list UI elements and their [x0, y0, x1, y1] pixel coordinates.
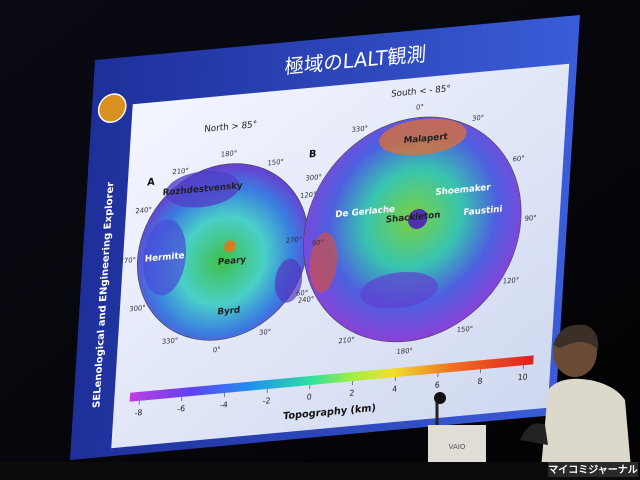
longitude-label: 210° [172, 167, 189, 177]
slide: 極域のLALT観測 SELenological and ENgineering … [70, 14, 581, 460]
laptop-brand: VAIO [449, 443, 466, 451]
terrain [408, 208, 428, 229]
watermark: マイコミジャーナル [548, 464, 638, 476]
logo [97, 93, 127, 123]
longitude-label: 120° [503, 276, 520, 286]
colorbar-tick-label: -6 [177, 404, 185, 414]
presenter-hair [553, 324, 599, 350]
colorbar-tick-label: 0 [306, 392, 312, 402]
colorbar-tick-label: 8 [477, 376, 483, 386]
lamp [520, 423, 548, 445]
colorbar [129, 355, 534, 402]
map-letter: A [147, 177, 156, 189]
map-title: North > 85° [204, 120, 257, 135]
longitude-label: 210° [338, 336, 355, 346]
longitude-label: 270° [119, 256, 136, 266]
longitude-label: 30° [259, 328, 272, 337]
watermark-bg [548, 462, 638, 477]
longitude-label: 120° [300, 191, 317, 201]
longitude-label: 330° [351, 124, 368, 134]
colorbar-tick-label: 10 [517, 372, 527, 382]
laptop [428, 425, 486, 465]
colorbar-tick-label: 2 [349, 388, 355, 398]
longitude-label: 150° [267, 158, 284, 168]
longitude-label: 90° [524, 214, 537, 223]
colorbar-tick-label: -8 [134, 408, 142, 418]
colorbar-tick-label: 6 [435, 380, 441, 390]
colorbar-tick-label: 4 [392, 384, 398, 394]
longitude-label: 330° [162, 336, 179, 346]
map-disk [303, 116, 522, 343]
longitude-label: 60° [512, 154, 525, 163]
colorbar-tick-label: -4 [220, 400, 228, 410]
feature-label: Faustini [463, 205, 503, 219]
feature-label: Malapert [403, 132, 448, 146]
longitude-label: 180° [396, 347, 413, 357]
desk [0, 462, 640, 480]
mic [434, 392, 446, 404]
terrain [274, 258, 303, 303]
presenter-body [540, 378, 632, 480]
terrain [309, 232, 338, 293]
longitude-label: 300° [305, 173, 322, 183]
longitude-label: 240° [298, 295, 315, 305]
longitude-label: 0° [416, 103, 424, 112]
feature-label: Hermite [144, 251, 184, 265]
terrain [165, 170, 240, 208]
longitude-label: 270° [286, 236, 303, 246]
longitude-label: 150° [456, 325, 473, 335]
feature-label: Byrd [217, 305, 240, 317]
longitude-label: 0° [213, 346, 221, 355]
longitude-label: 30° [472, 114, 485, 123]
terrain [379, 118, 467, 156]
terrain [360, 271, 438, 309]
longitude-label: 300° [129, 304, 146, 314]
map-letter: B [309, 149, 317, 161]
longitude-label: 60° [296, 289, 309, 298]
longitude-label: 90° [312, 239, 325, 248]
feature-label: Peary [217, 255, 246, 268]
terrain [224, 240, 236, 253]
longitude-label: 180° [221, 149, 238, 159]
longitude-label: 240° [135, 206, 152, 216]
colorbar-tick-label: -2 [262, 396, 270, 406]
terrain [143, 219, 187, 296]
